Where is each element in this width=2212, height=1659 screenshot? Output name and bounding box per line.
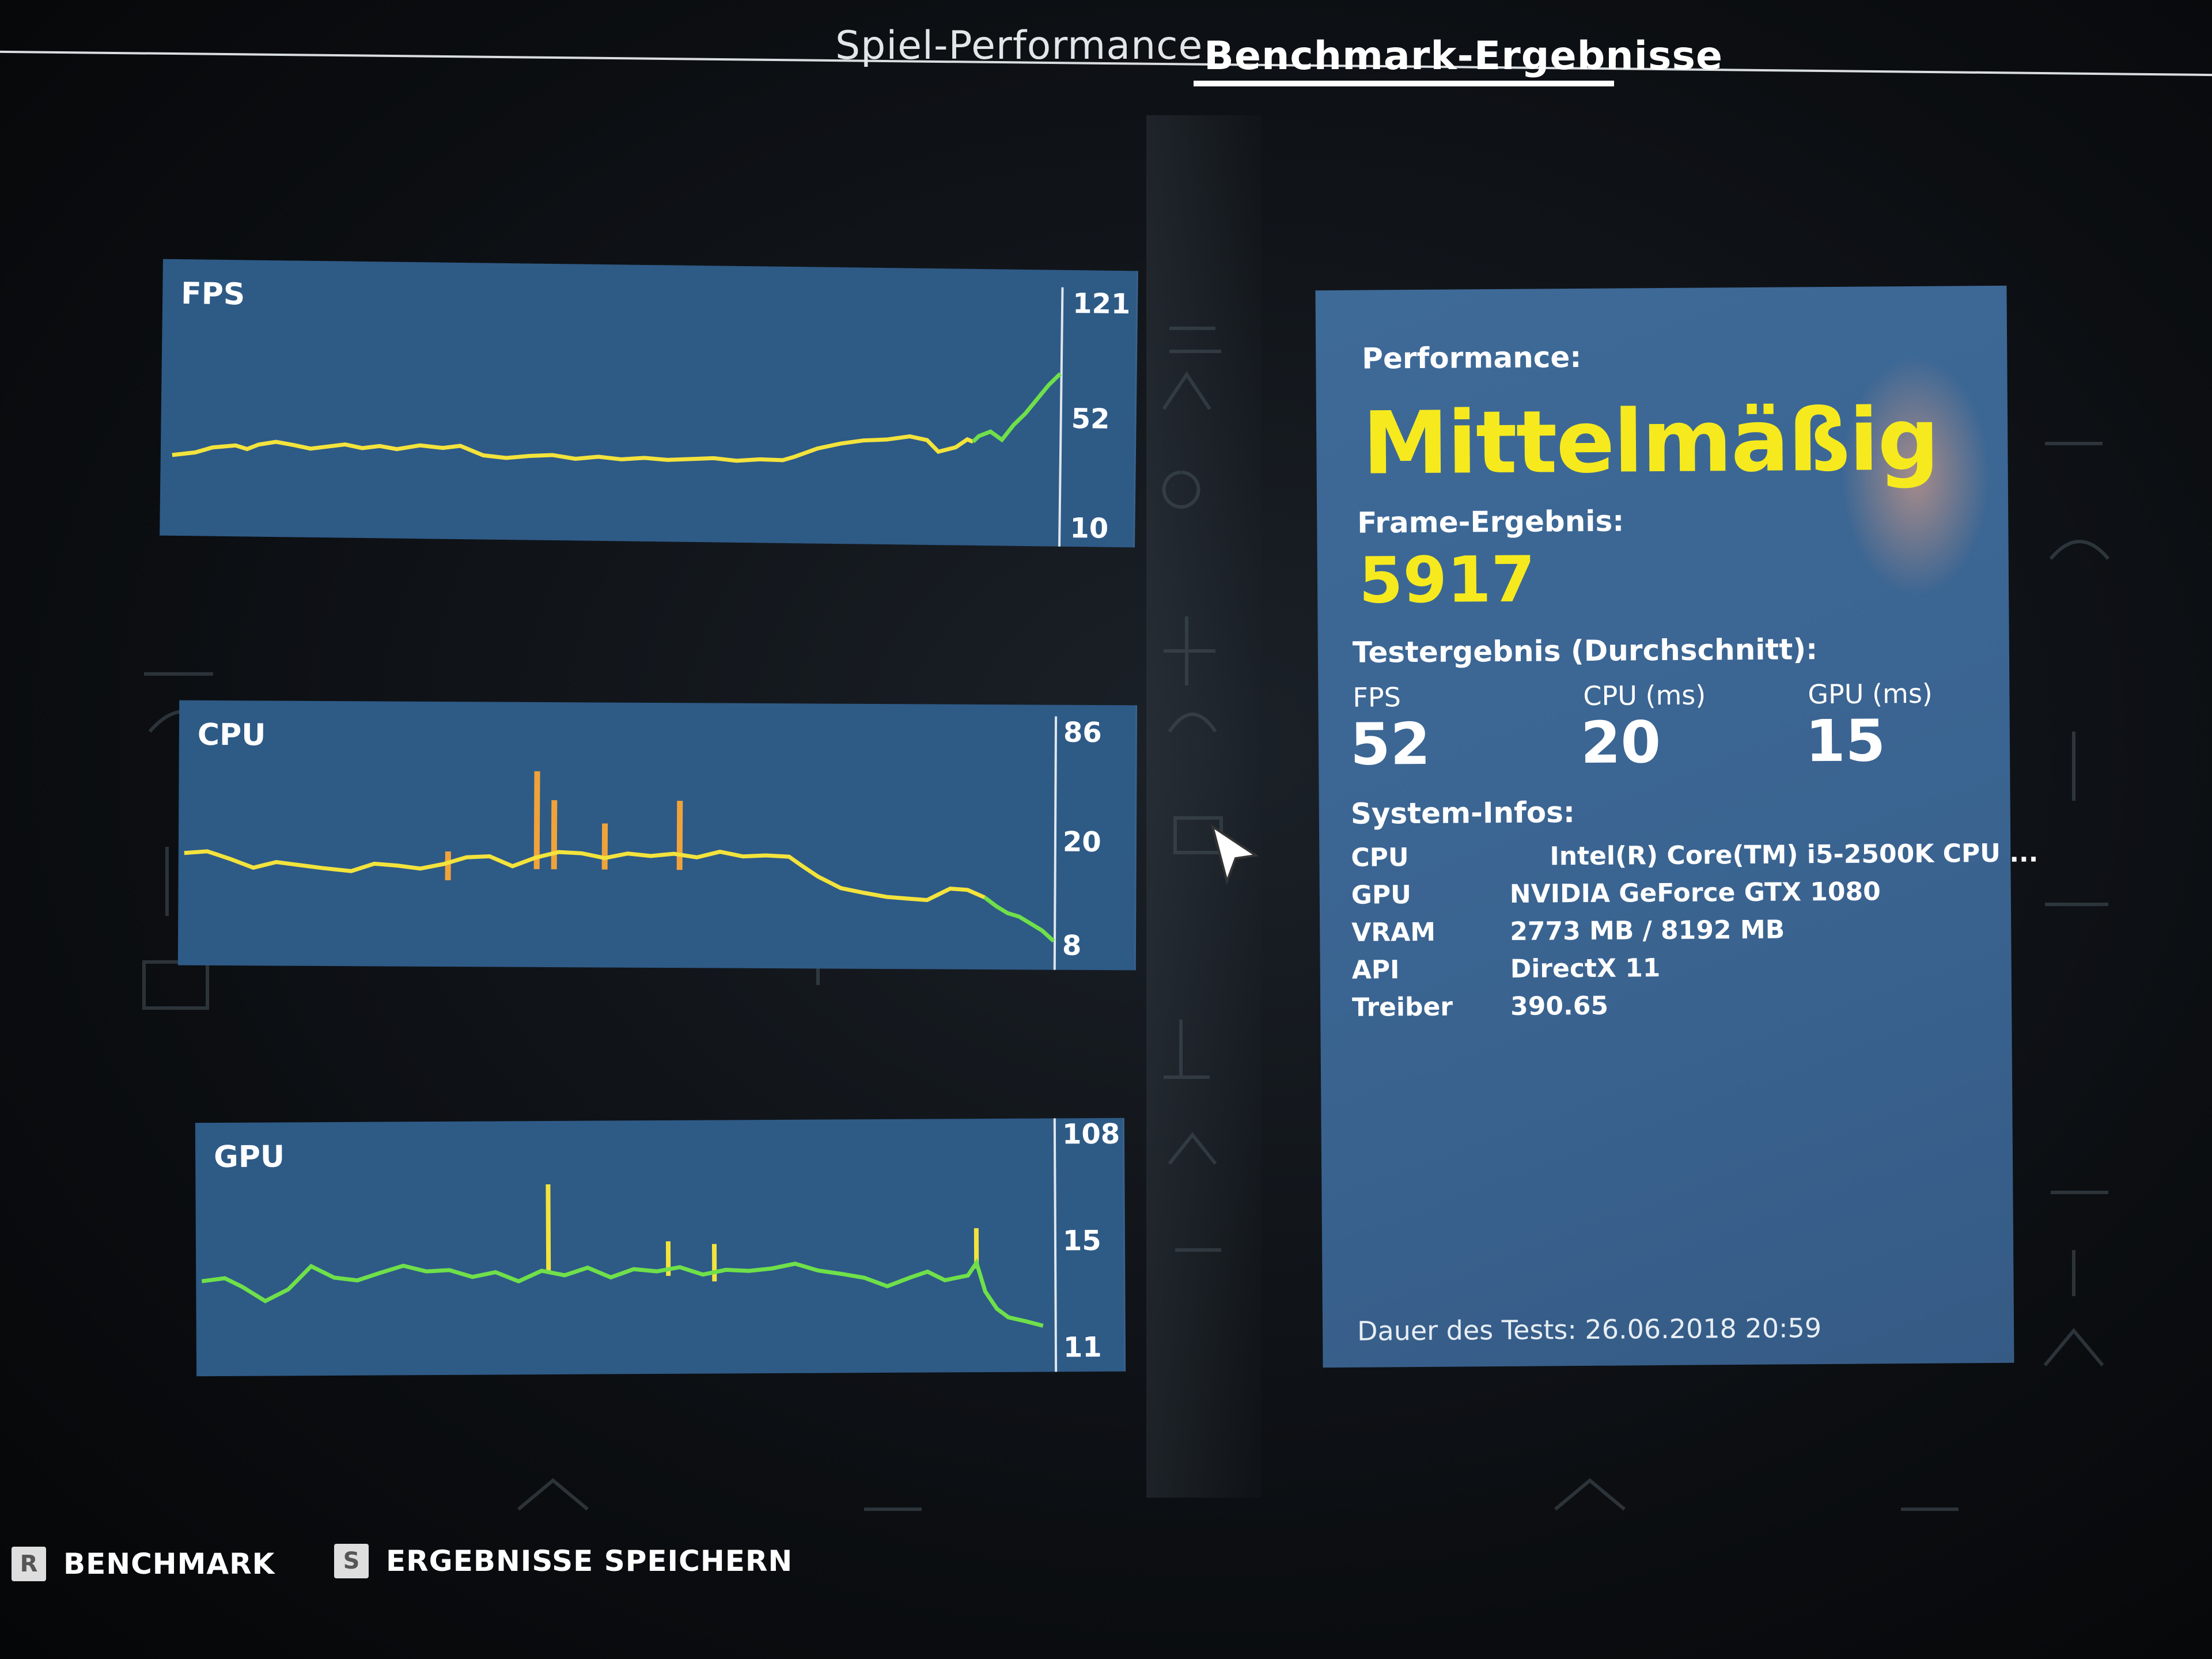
save-results-button[interactable]: S ERGEBNISSE SPEICHERN: [334, 1544, 793, 1578]
cpu-line-plot: [184, 771, 1055, 943]
stat-fps-label: FPS: [1353, 681, 1402, 713]
mouse-pointer-icon: [1210, 824, 1259, 885]
frame-score-value: 5917: [1358, 542, 1536, 618]
gpu-tick-mid: 15: [1062, 1224, 1101, 1257]
stat-cpu-label: CPU (ms): [1583, 679, 1706, 711]
sysinfo-vram-value: 2773 MB / 8192 MB: [1510, 915, 1785, 946]
gpu-line-plot: [201, 1184, 1044, 1328]
fps-tick-mid: 52: [1071, 402, 1110, 435]
frame-score-label: Frame-Ergebnis:: [1357, 504, 1624, 540]
save-results-button-label: ERGEBNISSE SPEICHERN: [386, 1544, 793, 1578]
stat-fps-value: 52: [1350, 710, 1431, 778]
stone-column: [1146, 115, 1262, 1498]
gpu-tick-max: 108: [1062, 1118, 1120, 1151]
sysinfo-driver-key: Treiber: [1352, 992, 1453, 1022]
system-info-label: System-Infos:: [1350, 796, 1575, 831]
sysinfo-api-value: DirectX 11: [1510, 953, 1661, 984]
tab-game-performance[interactable]: Spiel-Performance: [835, 23, 1203, 69]
fps-chart-panel: FPS 121 52 10: [160, 259, 1138, 548]
gpu-tick-min: 11: [1063, 1331, 1102, 1364]
performance-rating: Mittelmäßig: [1362, 389, 1939, 494]
fps-line-plot: [172, 372, 1062, 463]
test-duration: Dauer des Tests: 26.06.2018 20:59: [1357, 1312, 1822, 1347]
sysinfo-vram-key: VRAM: [1351, 917, 1436, 948]
stat-gpu-value: 15: [1805, 707, 1886, 775]
benchmark-button-label: BENCHMARK: [63, 1547, 275, 1581]
tab-benchmark-results[interactable]: Benchmark-Ergebnisse: [1204, 33, 1724, 79]
stat-cpu-value: 20: [1580, 709, 1661, 777]
fps-tick-min: 10: [1070, 512, 1109, 545]
cpu-tick-max: 86: [1063, 716, 1102, 749]
fps-tick-max: 121: [1072, 287, 1131, 321]
cpu-tick-min: 8: [1062, 929, 1082, 962]
sysinfo-cpu-value: Intel(R) Core(TM) i5-2500K CPU ...: [1550, 838, 2039, 872]
key-s-icon: S: [334, 1544, 369, 1578]
gpu-chart-panel: GPU 108 15 11: [195, 1118, 1126, 1377]
sysinfo-api-key: API: [1351, 955, 1400, 985]
benchmark-button[interactable]: R BENCHMARK: [12, 1547, 275, 1581]
cpu-tick-mid: 20: [1062, 825, 1101, 859]
sysinfo-cpu-key: CPU: [1351, 843, 1409, 873]
cpu-chart-panel: CPU 86 20 8: [177, 700, 1138, 971]
performance-label: Performance:: [1362, 340, 1582, 376]
sysinfo-driver-value: 390.65: [1510, 991, 1609, 1021]
sysinfo-gpu-key: GPU: [1351, 880, 1412, 910]
active-tab-indicator: [1194, 81, 1614, 86]
sysinfo-gpu-value: NVIDIA GeForce GTX 1080: [1509, 877, 1881, 909]
key-r-icon: R: [12, 1547, 46, 1581]
benchmark-results-panel: Performance: Mittelmäßig Frame-Ergebnis:…: [1315, 285, 2039, 1368]
average-result-label: Testergebnis (Durchschnitt):: [1352, 632, 1818, 669]
stat-gpu-label: GPU (ms): [1808, 677, 1933, 710]
